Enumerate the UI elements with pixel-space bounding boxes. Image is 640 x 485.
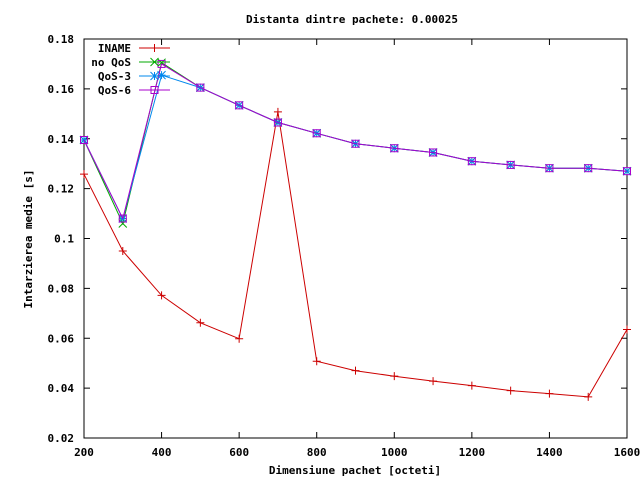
x-tick-label: 1200 (459, 446, 486, 459)
plot-area: 0.02 0.04 0.06 0.08 0.1 0.12 0.14 0.16 0.18 200 40… (48, 33, 640, 459)
legend-label: no QoS (91, 56, 131, 69)
y-tick-label: 0.08 (48, 282, 75, 295)
series-0-point (313, 357, 321, 365)
series-2-point (80, 136, 88, 144)
series-0-point (429, 377, 437, 385)
series-0-point (274, 108, 282, 116)
y-tick-label: 0.16 (48, 83, 75, 96)
y-tick-label: 0.02 (48, 432, 75, 445)
x-tick-label: 1400 (536, 446, 563, 459)
x-axis-label: Dimensiune pachet [octeti] (269, 464, 441, 477)
series-iname (80, 108, 631, 401)
series-0-point (507, 387, 515, 395)
series-0-point (196, 319, 204, 327)
x-tick-label: 1600 (614, 446, 640, 459)
x-tick-label: 200 (74, 446, 94, 459)
plot-frame (84, 39, 627, 438)
series-0-point (235, 335, 243, 343)
chart-title: Distanta dintre pachete: 0.00025 (246, 13, 458, 26)
series-0-point (352, 367, 360, 375)
y-tick-label: 0.18 (48, 33, 75, 46)
legend-marker (151, 72, 159, 80)
legend-marker (151, 44, 159, 52)
series-0-point (584, 393, 592, 401)
series-line (84, 112, 627, 397)
series-0-point (623, 326, 631, 334)
x-tick-label: 600 (229, 446, 249, 459)
legend-label: QoS-3 (98, 70, 131, 83)
series-0-point (545, 390, 553, 398)
x-tick-label: 1000 (381, 446, 408, 459)
x-tick-label: 400 (152, 446, 172, 459)
legend-label: QoS-6 (98, 84, 131, 97)
y-tick-label: 0.1 (54, 233, 74, 246)
y-tick-label: 0.14 (48, 133, 75, 146)
series-0-point (390, 372, 398, 380)
x-tick-label: 800 (307, 446, 327, 459)
series-0-point (468, 382, 476, 390)
legend-label: INAME (98, 42, 131, 55)
y-axis-label: Intarzierea medie [s] (22, 169, 35, 308)
y-tick-label: 0.04 (48, 382, 75, 395)
y-tick-label: 0.12 (48, 183, 75, 196)
y-tick-label: 0.06 (48, 332, 75, 345)
series-0-point (80, 170, 88, 178)
